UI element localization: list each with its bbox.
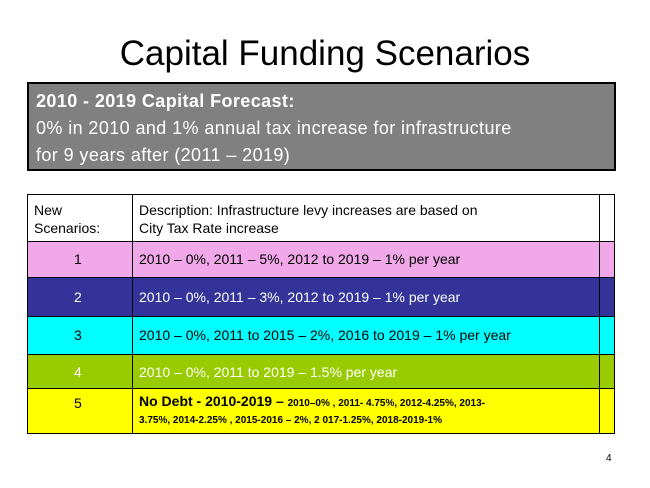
row-spacer-cell: [599, 388, 615, 434]
banner-heading: 2010 - 2019 Capital Forecast:: [36, 91, 295, 111]
header-scenarios-cell: New Scenarios:: [27, 194, 133, 242]
table-row: 1 2010 – 0%, 2011 – 5%, 2012 to 2019 – 1…: [27, 240, 615, 279]
table-header-row: New Scenarios: Description: Infrastructu…: [27, 194, 615, 242]
row-spacer-cell: [599, 315, 615, 355]
table-row: 5 No Debt - 2010-2019 – 2010–0% , 2011- …: [27, 388, 615, 434]
no-debt-detail-2: 3.75%, 2014-2.25% , 2015-2016 – 2%, 2 01…: [139, 415, 442, 427]
header-spacer-cell: [599, 194, 615, 242]
row-spacer-cell: [599, 277, 615, 317]
header-description-2: City Tax Rate increase: [139, 220, 279, 236]
scenario-number: 3: [27, 315, 133, 355]
row-spacer-cell: [599, 240, 615, 279]
scenario-number: 2: [27, 277, 133, 317]
scenario-description: 2010 – 0%, 2011 to 2019 – 1.5% per year: [132, 353, 600, 390]
scenarios-table: New Scenarios: Description: Infrastructu…: [27, 194, 615, 434]
header-new: New: [34, 202, 63, 218]
header-scenarios: Scenarios:: [34, 220, 101, 236]
forecast-banner: 2010 - 2019 Capital Forecast: 0% in 2010…: [27, 82, 616, 171]
table-row: 3 2010 – 0%, 2011 to 2015 – 2%, 2016 to …: [27, 315, 615, 355]
row-spacer-cell: [599, 353, 615, 390]
header-description-cell: Description: Infrastructure levy increas…: [132, 194, 600, 242]
scenario-description: 2010 – 0%, 2011 to 2015 – 2%, 2016 to 20…: [132, 315, 600, 355]
scenario-description: 2010 – 0%, 2011 – 5%, 2012 to 2019 – 1% …: [132, 240, 600, 279]
slide-title: Capital Funding Scenarios: [119, 34, 531, 73]
scenario-number: 5: [27, 388, 133, 434]
scenario-description: No Debt - 2010-2019 – 2010–0% , 2011- 4.…: [132, 388, 600, 434]
page-number: 4: [606, 453, 612, 464]
table-row: 4 2010 – 0%, 2011 to 2019 – 1.5% per yea…: [27, 353, 615, 390]
header-description-1: Description: Infrastructure levy increas…: [139, 202, 478, 218]
banner-line-3: for 9 years after (2011 – 2019): [36, 145, 291, 165]
banner-line-2: 0% in 2010 and 1% annual tax increase fo…: [36, 118, 512, 138]
no-debt-detail-1: 2010–0% , 2011- 4.75%, 2012-4.25%, 2013-: [287, 398, 485, 410]
scenario-number: 1: [27, 240, 133, 279]
no-debt-label: No Debt - 2010-2019 –: [139, 393, 288, 410]
scenario-description: 2010 – 0%, 2011 – 3%, 2012 to 2019 – 1% …: [132, 277, 600, 317]
scenario-number: 4: [27, 353, 133, 390]
table-row: 2 2010 – 0%, 2011 – 3%, 2012 to 2019 – 1…: [27, 277, 615, 317]
